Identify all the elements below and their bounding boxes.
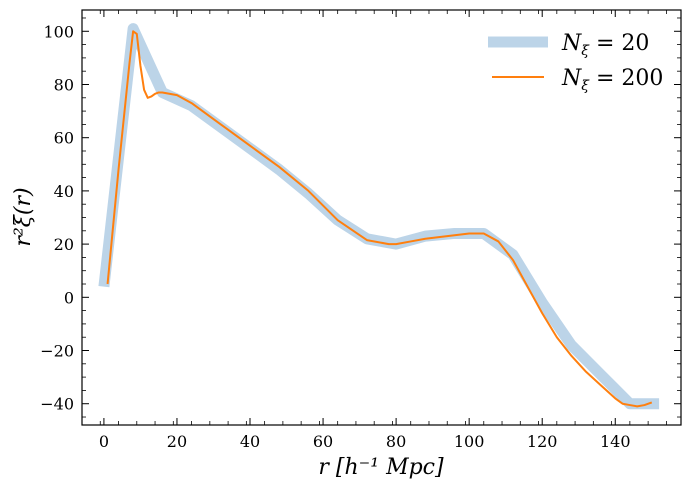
y-axis-label: r²ξ(r) bbox=[11, 187, 36, 246]
y-tick-label: 0 bbox=[64, 288, 74, 307]
y-tick-label: 80 bbox=[54, 75, 74, 94]
x-tick-label: 20 bbox=[167, 432, 187, 451]
y-tick-label: 60 bbox=[54, 129, 74, 148]
x-tick-label: 60 bbox=[313, 432, 333, 451]
x-tick-label: 140 bbox=[600, 432, 631, 451]
series-line-1 bbox=[106, 30, 653, 408]
legend-label-1: Nξ = 200 bbox=[561, 66, 663, 94]
y-tick-label: −40 bbox=[40, 395, 74, 414]
plot-frame bbox=[81, 9, 682, 426]
series-layer bbox=[98, 23, 660, 410]
y-tick-label: 20 bbox=[54, 235, 74, 254]
x-tick-label: 0 bbox=[99, 432, 109, 451]
x-tick-label: 80 bbox=[386, 432, 406, 451]
ticks-layer: 0 20 40 60 80 100 120 140 −40 −20 0 20 40 60 80 100 bbox=[40, 10, 681, 451]
legend: Nξ = 20 Nξ = 200 bbox=[488, 31, 663, 94]
y-tick-label: −20 bbox=[40, 342, 74, 361]
series-line-0 bbox=[98, 23, 660, 410]
x-tick-label: 100 bbox=[454, 432, 485, 451]
x-tick-label: 40 bbox=[240, 432, 260, 451]
x-axis-label: r [h⁻¹ Mpc] bbox=[318, 455, 444, 480]
legend-label-0: Nξ = 20 bbox=[561, 31, 649, 59]
y-tick-label: 100 bbox=[43, 22, 74, 41]
y-tick-label: 40 bbox=[54, 182, 74, 201]
x-tick-label: 120 bbox=[527, 432, 558, 451]
